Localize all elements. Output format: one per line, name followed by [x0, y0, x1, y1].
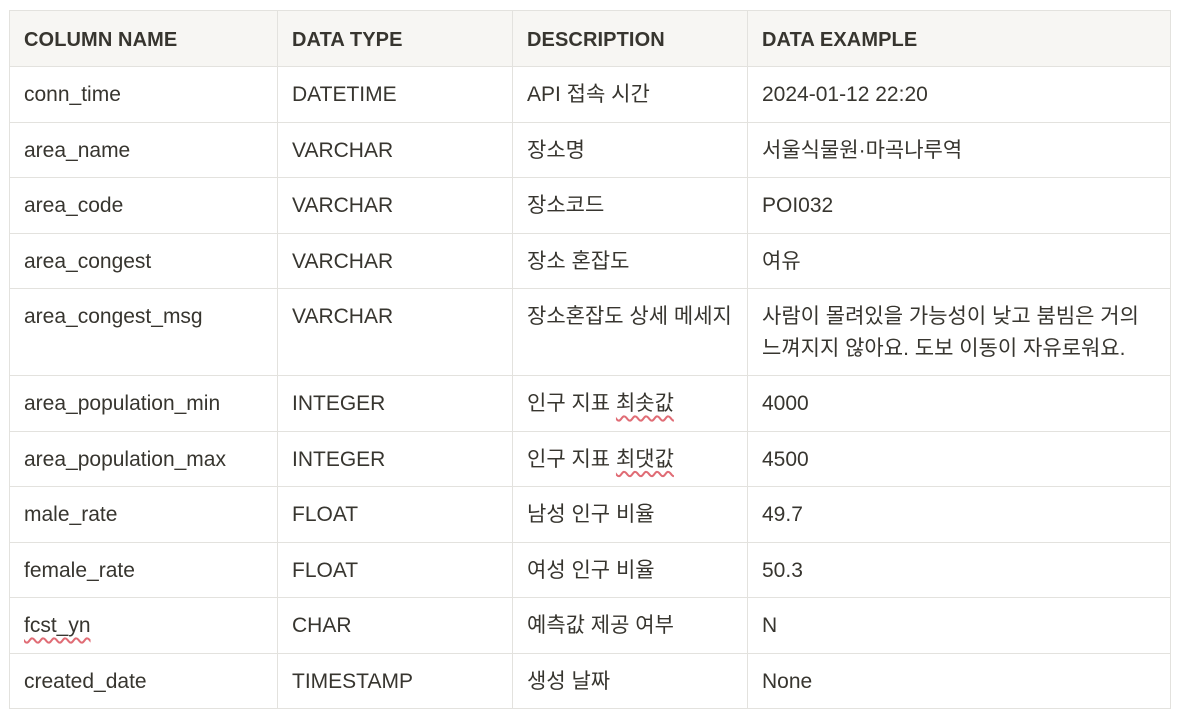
description-text: 인구 지표 — [527, 392, 616, 415]
spellcheck-flagged-word: fcst_yn — [24, 614, 91, 637]
table-row: area_population_max INTEGER 인구 지표 최댓값 45… — [9, 430, 1171, 487]
cell-data-type[interactable]: DATETIME — [277, 66, 513, 123]
cell-column-name[interactable]: fcst_yn — [9, 597, 278, 654]
table-row: area_population_min INTEGER 인구 지표 최솟값 40… — [9, 375, 1171, 432]
cell-description[interactable]: 예측값 제공 여부 — [512, 597, 748, 654]
cell-data-example[interactable]: 서울식물원·마곡나루역 — [747, 121, 1171, 178]
cell-data-type[interactable]: VARCHAR — [277, 288, 513, 376]
header-data-example: DATA EXAMPLE — [747, 10, 1171, 67]
table-row: area_congest_msg VARCHAR 장소혼잡도 상세 메세지 사람… — [9, 288, 1171, 376]
cell-data-example[interactable]: 여유 — [747, 232, 1171, 289]
cell-data-example[interactable]: POI032 — [747, 177, 1171, 234]
cell-column-name[interactable]: area_population_max — [9, 430, 278, 487]
header-column-name: COLUMN NAME — [9, 10, 278, 67]
cell-data-example[interactable]: 49.7 — [747, 486, 1171, 543]
cell-data-example[interactable]: 사람이 몰려있을 가능성이 낮고 붐빔은 거의 느껴지지 않아요. 도보 이동이… — [747, 288, 1171, 376]
cell-data-type[interactable]: INTEGER — [277, 430, 513, 487]
cell-column-name[interactable]: area_name — [9, 121, 278, 178]
cell-column-name[interactable]: male_rate — [9, 486, 278, 543]
cell-data-type[interactable]: CHAR — [277, 597, 513, 654]
schema-table-container: COLUMN NAME DATA TYPE DESCRIPTION DATA E… — [9, 10, 1171, 709]
cell-data-type[interactable]: INTEGER — [277, 375, 513, 432]
cell-data-type[interactable]: VARCHAR — [277, 177, 513, 234]
cell-data-example[interactable]: None — [747, 652, 1171, 709]
cell-description[interactable]: 여성 인구 비율 — [512, 541, 748, 598]
cell-data-example[interactable]: 50.3 — [747, 541, 1171, 598]
cell-column-name[interactable]: created_date — [9, 652, 278, 709]
cell-data-type[interactable]: VARCHAR — [277, 121, 513, 178]
cell-description[interactable]: 인구 지표 최댓값 — [512, 430, 748, 487]
cell-column-name[interactable]: area_congest — [9, 232, 278, 289]
cell-data-type[interactable]: VARCHAR — [277, 232, 513, 289]
table-row: area_name VARCHAR 장소명 서울식물원·마곡나루역 — [9, 121, 1171, 178]
cell-description[interactable]: 생성 날짜 — [512, 652, 748, 709]
table-row: created_date TIMESTAMP 생성 날짜 None — [9, 652, 1171, 709]
cell-column-name[interactable]: area_congest_msg — [9, 288, 278, 376]
cell-data-example[interactable]: 2024-01-12 22:20 — [747, 66, 1171, 123]
cell-description[interactable]: 장소 혼잡도 — [512, 232, 748, 289]
cell-description[interactable]: API 접속 시간 — [512, 66, 748, 123]
table-row: fcst_yn CHAR 예측값 제공 여부 N — [9, 597, 1171, 654]
cell-description[interactable]: 남성 인구 비율 — [512, 486, 748, 543]
schema-table: COLUMN NAME DATA TYPE DESCRIPTION DATA E… — [9, 10, 1171, 709]
cell-data-example[interactable]: 4500 — [747, 430, 1171, 487]
table-row: female_rate FLOAT 여성 인구 비율 50.3 — [9, 541, 1171, 598]
header-description: DESCRIPTION — [512, 10, 748, 67]
table-header-row: COLUMN NAME DATA TYPE DESCRIPTION DATA E… — [9, 10, 1171, 67]
cell-description[interactable]: 장소코드 — [512, 177, 748, 234]
table-row: area_code VARCHAR 장소코드 POI032 — [9, 177, 1171, 234]
table-row: area_congest VARCHAR 장소 혼잡도 여유 — [9, 232, 1171, 289]
spellcheck-flagged-word: 최솟값 — [615, 392, 674, 415]
cell-description[interactable]: 인구 지표 최솟값 — [512, 375, 748, 432]
cell-column-name[interactable]: conn_time — [9, 66, 278, 123]
spellcheck-flagged-word: 최댓값 — [615, 447, 674, 471]
cell-data-example[interactable]: 4000 — [747, 375, 1171, 432]
cell-description[interactable]: 장소명 — [512, 121, 748, 178]
cell-data-type[interactable]: FLOAT — [277, 541, 513, 598]
cell-data-type[interactable]: FLOAT — [277, 486, 513, 543]
cell-data-example[interactable]: N — [747, 597, 1171, 654]
cell-column-name[interactable]: female_rate — [9, 541, 278, 598]
description-text: 인구 지표 — [527, 447, 616, 471]
cell-column-name[interactable]: area_code — [9, 177, 278, 234]
cell-data-type[interactable]: TIMESTAMP — [277, 652, 513, 709]
table-row: conn_time DATETIME API 접속 시간 2024-01-12 … — [9, 66, 1171, 123]
cell-description[interactable]: 장소혼잡도 상세 메세지 — [512, 288, 748, 376]
cell-column-name[interactable]: area_population_min — [9, 375, 278, 432]
header-data-type: DATA TYPE — [277, 10, 513, 67]
table-row: male_rate FLOAT 남성 인구 비율 49.7 — [9, 486, 1171, 543]
